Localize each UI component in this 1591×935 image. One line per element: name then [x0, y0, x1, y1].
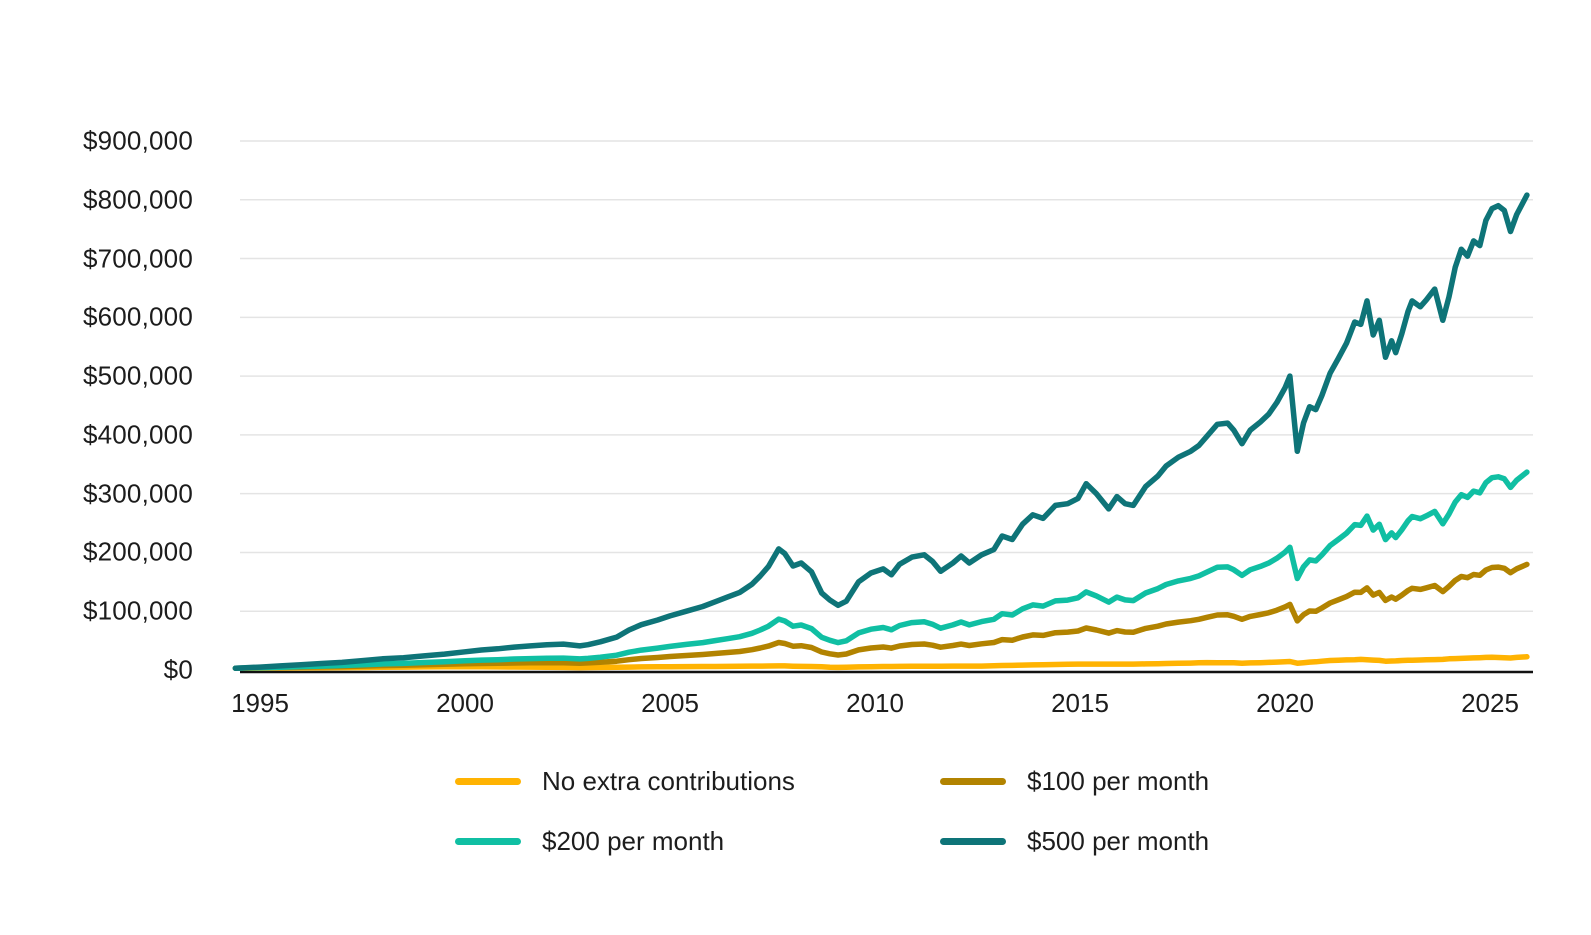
- legend-label: $500 per month: [1027, 826, 1210, 856]
- series-line-3: [232, 192, 1530, 671]
- legend-item: No extra contributions: [455, 766, 795, 797]
- x-tick-label: 2000: [436, 688, 494, 718]
- legend-label: $100 per month: [1027, 766, 1210, 796]
- x-tick-label: 2005: [641, 688, 699, 718]
- series-line-1: [232, 561, 1530, 671]
- series-line-2: [232, 469, 1530, 671]
- legend-swatch-icon: [940, 778, 1006, 785]
- x-tick-label: 2015: [1051, 688, 1109, 718]
- y-tick-label: $0: [163, 654, 193, 685]
- x-tick-label: 2010: [846, 688, 904, 718]
- y-tick-label: $600,000: [82, 301, 193, 332]
- x-tick-label: 1995: [231, 688, 289, 718]
- legend-swatch-icon: [940, 838, 1006, 845]
- legend-item: $100 per month: [940, 766, 1209, 797]
- legend-swatch-icon: [455, 838, 521, 845]
- legend-item: $200 per month: [455, 826, 724, 857]
- legend-label: No extra contributions: [542, 766, 795, 796]
- legend-swatch-icon: [455, 778, 521, 785]
- legend-item: $500 per month: [940, 826, 1209, 857]
- x-tick-label: 2020: [1256, 688, 1314, 718]
- y-tick-label: $300,000: [82, 478, 193, 509]
- y-tick-label: $100,000: [82, 595, 193, 626]
- y-tick-label: $700,000: [82, 243, 193, 274]
- y-tick-label: $500,000: [82, 360, 193, 391]
- x-tick-label: 2025: [1461, 688, 1519, 718]
- y-tick-label: $800,000: [82, 184, 193, 215]
- y-tick-label: $900,000: [82, 125, 193, 156]
- y-tick-label: $200,000: [82, 536, 193, 567]
- legend-label: $200 per month: [542, 826, 725, 856]
- y-tick-label: $400,000: [82, 419, 193, 450]
- series-line-0: [232, 654, 1530, 671]
